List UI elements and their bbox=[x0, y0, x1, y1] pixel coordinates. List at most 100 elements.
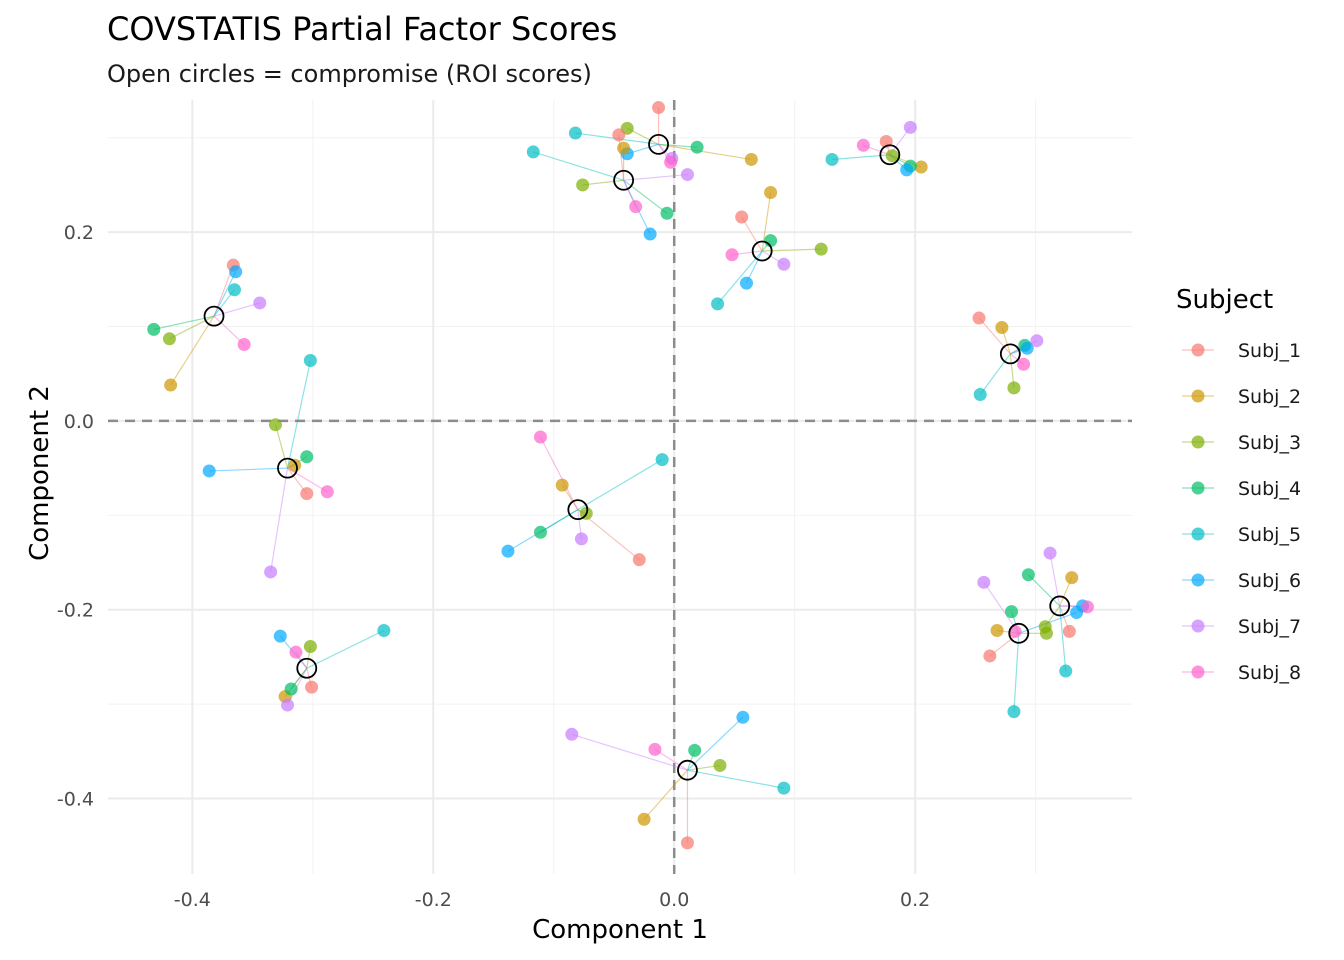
partial-point bbox=[162, 332, 176, 346]
partial-point bbox=[632, 553, 646, 567]
partial-point bbox=[1080, 600, 1094, 614]
partial-point bbox=[977, 575, 991, 589]
partial-segment bbox=[286, 360, 311, 469]
compromise-point bbox=[296, 657, 318, 679]
partial-segment bbox=[213, 302, 260, 317]
partial-point bbox=[1007, 381, 1021, 395]
partial-point bbox=[253, 296, 267, 310]
partial-point bbox=[739, 276, 753, 290]
partial-point bbox=[273, 629, 287, 643]
partial-point bbox=[973, 387, 987, 401]
chart-title: COVSTATIS Partial Factor Scores bbox=[107, 10, 617, 48]
partial-point bbox=[735, 210, 749, 224]
legend-label: Subj_1 bbox=[1238, 340, 1301, 362]
partial-segment bbox=[687, 716, 744, 771]
compromise-point bbox=[751, 240, 773, 262]
y-axis-title: Component 2 bbox=[25, 385, 55, 561]
legend-key-point bbox=[1191, 343, 1205, 357]
y-axis-ticks: -0.4 -0.2 0.0 0.2 bbox=[57, 222, 94, 810]
partial-point bbox=[1017, 357, 1031, 371]
compromise-point bbox=[677, 759, 698, 781]
x-tick-label: -0.2 bbox=[415, 889, 452, 911]
partial-point bbox=[1007, 705, 1021, 719]
partial-point bbox=[1039, 626, 1053, 640]
partial-point bbox=[825, 152, 839, 166]
partial-point bbox=[574, 532, 588, 546]
partial-point bbox=[147, 322, 161, 336]
chart-subtitle: Open circles = compromise (ROI scores) bbox=[107, 60, 592, 88]
partial-segment bbox=[1027, 574, 1061, 607]
partial-point bbox=[680, 168, 694, 182]
partial-point bbox=[501, 544, 515, 558]
partial-point bbox=[533, 430, 547, 444]
partial-point bbox=[629, 200, 643, 214]
partial-point bbox=[777, 257, 791, 271]
legend-key-point bbox=[1191, 481, 1205, 495]
partial-point bbox=[1021, 568, 1035, 582]
legend-label: Subj_4 bbox=[1238, 478, 1301, 500]
partial-segment bbox=[306, 629, 385, 669]
y-tick-label: 0.0 bbox=[64, 411, 94, 433]
partial-segment bbox=[213, 315, 245, 345]
partial-segment bbox=[170, 315, 215, 386]
partial-point bbox=[565, 727, 579, 741]
compromise-point bbox=[277, 457, 298, 479]
partial-segment bbox=[274, 424, 289, 469]
partial-point bbox=[526, 145, 540, 159]
partial-point bbox=[643, 227, 657, 241]
partial-segment bbox=[658, 143, 752, 161]
compromise-point bbox=[879, 144, 901, 166]
partial-point bbox=[289, 645, 303, 659]
partial-point bbox=[777, 781, 791, 795]
partial-point bbox=[320, 485, 334, 499]
partial-point bbox=[1070, 606, 1084, 620]
partial-point bbox=[1059, 664, 1073, 678]
partial-point bbox=[202, 464, 216, 478]
compromise-point bbox=[1008, 622, 1030, 644]
x-tick-label: 0.0 bbox=[659, 889, 689, 911]
partial-point bbox=[568, 126, 582, 140]
partial-point bbox=[764, 186, 778, 200]
x-axis-title: Component 1 bbox=[532, 915, 708, 945]
partial-point bbox=[229, 265, 243, 279]
legend-key-point bbox=[1191, 665, 1205, 679]
partial-point bbox=[533, 525, 547, 539]
partial-point bbox=[903, 120, 917, 134]
partial-point bbox=[983, 649, 997, 663]
x-axis-ticks: -0.4 -0.2 0.0 0.2 bbox=[174, 889, 930, 911]
partial-segment bbox=[687, 769, 784, 789]
partial-point bbox=[972, 311, 986, 325]
partial-segment bbox=[209, 467, 288, 472]
partial-point bbox=[377, 623, 391, 637]
partial-segment bbox=[1013, 633, 1020, 712]
partial-point bbox=[268, 418, 282, 432]
partial-point bbox=[744, 152, 758, 166]
legend-key-point bbox=[1191, 435, 1205, 449]
y-tick-label: 0.2 bbox=[64, 222, 94, 244]
compromise-points bbox=[203, 133, 1071, 781]
reference-lines bbox=[108, 100, 1132, 874]
partial-point bbox=[990, 623, 1004, 637]
partial-point bbox=[555, 478, 569, 492]
partial-point bbox=[303, 354, 317, 368]
compromise-point bbox=[613, 169, 635, 191]
partial-points bbox=[147, 101, 1094, 850]
partial-segment bbox=[539, 436, 579, 510]
partial-segment bbox=[717, 250, 763, 305]
partial-point bbox=[885, 149, 899, 163]
partial-segment bbox=[287, 467, 328, 493]
partial-point bbox=[303, 640, 317, 654]
partial-point bbox=[690, 140, 704, 154]
partial-point bbox=[680, 836, 694, 850]
partial-point bbox=[227, 283, 241, 297]
partial-point bbox=[1062, 624, 1076, 638]
partial-point bbox=[1043, 546, 1057, 560]
partial-point bbox=[856, 138, 870, 152]
partial-point bbox=[660, 206, 674, 220]
partial-segment bbox=[571, 733, 688, 771]
partial-segment bbox=[643, 769, 688, 820]
partial-point bbox=[713, 758, 727, 772]
partial-point bbox=[1020, 341, 1034, 355]
legend-key-point bbox=[1191, 527, 1205, 541]
partial-point bbox=[237, 337, 251, 351]
